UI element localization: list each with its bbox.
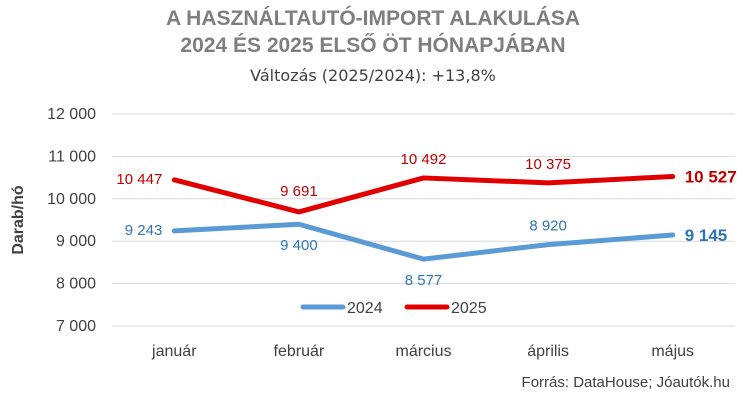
legend-label-2025: 2025 — [451, 300, 487, 317]
legend-label-2024: 2024 — [347, 300, 383, 317]
chart-title-line2: 2024 ÉS 2025 ELSŐ ÖT HÓNAPJÁBAN — [180, 34, 566, 57]
series-lines — [171, 173, 676, 262]
x-tick-label: január — [151, 343, 197, 360]
data-labels: 9 243 9 400 8 577 8 920 9 145 10 447 9 691 10 4… — [116, 151, 736, 289]
data-label: 10 375 — [525, 156, 571, 173]
x-axis-ticks: január február március április május — [151, 343, 694, 360]
y-tick-label: 12 000 — [47, 106, 96, 123]
data-label: 8 920 — [529, 218, 567, 235]
y-tick-label: 9 000 — [56, 233, 96, 250]
legend: 2024 2025 — [300, 300, 487, 317]
y-tick-label: 7 000 — [56, 318, 96, 335]
series-line-2025 — [171, 173, 676, 215]
x-tick-label: február — [274, 343, 325, 360]
data-label: 9 400 — [280, 237, 318, 254]
data-label: 10 492 — [401, 151, 447, 168]
series-line-2024 — [171, 221, 676, 262]
source-note: Forrás: DataHouse; Jóautók.hu — [521, 374, 730, 391]
x-tick-label: március — [395, 343, 451, 360]
data-label: 10 447 — [116, 171, 162, 188]
y-tick-label: 11 000 — [48, 148, 96, 165]
data-label: 9 691 — [280, 183, 318, 200]
y-axis-label: Darab/hó — [10, 185, 27, 255]
y-tick-label: 8 000 — [56, 276, 96, 293]
y-tick-label: 10 000 — [47, 191, 96, 208]
y-axis-ticks: 7 000 8 000 9 000 10 000 11 000 12 000 — [47, 106, 96, 335]
chart-title-line1: A HASZNÁLTAUTÓ-IMPORT ALAKULÁSA — [165, 7, 581, 30]
chart-subtitle: Változás (2025/2024): +13,8% — [250, 66, 496, 85]
data-label: 9 243 — [125, 222, 163, 239]
data-label: 10 527 — [685, 167, 737, 186]
x-tick-label: május — [651, 343, 694, 360]
x-tick-label: április — [527, 343, 569, 360]
data-label: 8 577 — [405, 272, 443, 289]
data-label: 9 145 — [685, 226, 728, 245]
grid-lines — [112, 113, 735, 327]
